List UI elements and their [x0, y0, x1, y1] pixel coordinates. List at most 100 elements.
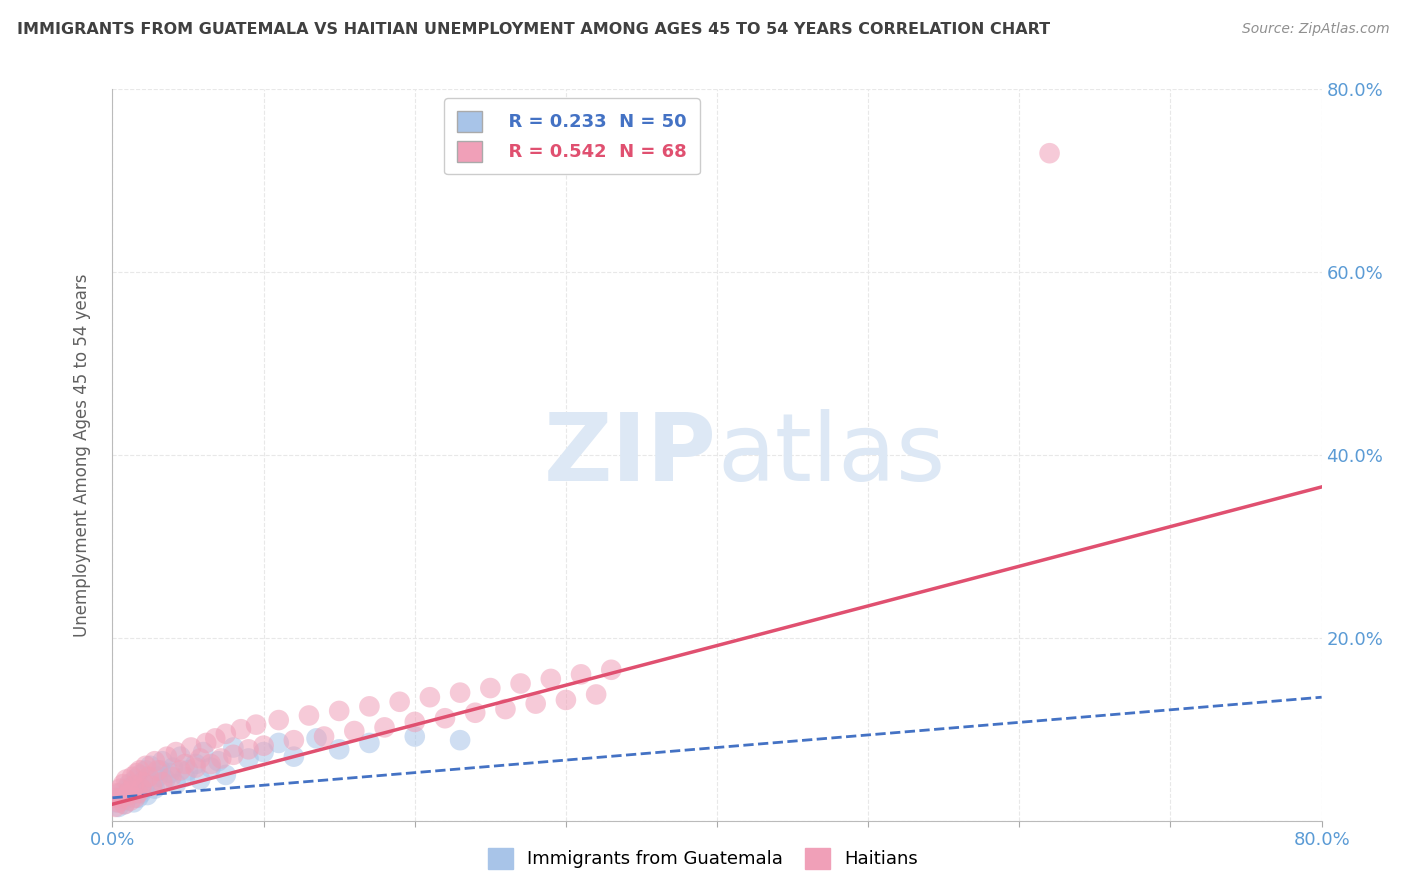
Point: [449, 686, 471, 700]
Point: [156, 749, 179, 764]
Point: [419, 690, 441, 705]
Point: [114, 797, 136, 812]
Point: [150, 775, 173, 789]
Point: [146, 770, 169, 784]
Point: [238, 742, 260, 756]
Point: [108, 781, 131, 796]
Point: [128, 764, 150, 778]
Point: [298, 708, 321, 723]
Point: [509, 676, 531, 690]
Point: [449, 733, 471, 747]
Point: [135, 758, 157, 772]
Point: [195, 736, 218, 750]
Point: [132, 775, 155, 789]
Point: [404, 730, 426, 744]
Point: [388, 695, 411, 709]
Text: IMMIGRANTS FROM GUATEMALA VS HAITIAN UNEMPLOYMENT AMONG AGES 45 TO 54 YEARS CORR: IMMIGRANTS FROM GUATEMALA VS HAITIAN UNE…: [17, 22, 1050, 37]
Point: [200, 761, 222, 775]
Point: [229, 723, 252, 737]
Point: [283, 733, 305, 747]
Point: [314, 730, 336, 744]
Point: [464, 706, 486, 720]
Point: [374, 720, 396, 734]
Point: [121, 784, 143, 798]
Point: [267, 713, 290, 727]
Point: [112, 777, 135, 791]
Point: [222, 747, 245, 762]
Point: [328, 704, 350, 718]
Point: [122, 779, 145, 793]
Text: Source: ZipAtlas.com: Source: ZipAtlas.com: [1241, 22, 1389, 37]
Point: [134, 781, 156, 796]
Point: [136, 788, 159, 802]
Point: [204, 731, 226, 746]
Point: [180, 740, 202, 755]
Point: [184, 756, 207, 771]
Point: [160, 770, 183, 784]
Point: [569, 667, 592, 681]
Point: [104, 796, 127, 810]
Point: [115, 772, 138, 787]
Point: [146, 764, 169, 778]
Point: [149, 764, 172, 778]
Point: [305, 731, 328, 746]
Point: [159, 766, 181, 780]
Point: [104, 800, 127, 814]
Text: ZIP: ZIP: [544, 409, 717, 501]
Point: [105, 786, 128, 800]
Point: [267, 736, 290, 750]
Point: [141, 779, 163, 793]
Point: [554, 693, 576, 707]
Point: [165, 745, 187, 759]
Point: [150, 754, 173, 768]
Point: [142, 777, 165, 791]
Point: [127, 786, 149, 800]
Point: [143, 754, 166, 768]
Point: [121, 770, 143, 784]
Point: [135, 764, 157, 778]
Point: [215, 768, 238, 782]
Point: [253, 745, 276, 759]
Point: [105, 790, 128, 805]
Point: [115, 781, 138, 796]
Point: [103, 790, 125, 805]
Point: [128, 768, 150, 782]
Point: [174, 770, 197, 784]
Point: [143, 781, 166, 796]
Point: [191, 745, 214, 759]
Point: [117, 790, 139, 805]
Point: [169, 749, 191, 764]
Legend: Immigrants from Guatemala, Haitians: Immigrants from Guatemala, Haitians: [481, 840, 925, 876]
Point: [540, 672, 562, 686]
Point: [207, 754, 229, 768]
Point: [404, 714, 426, 729]
Point: [328, 742, 350, 756]
Point: [118, 784, 141, 798]
Point: [343, 724, 366, 739]
Point: [479, 681, 502, 695]
Point: [585, 688, 607, 702]
Point: [107, 800, 129, 814]
Point: [125, 766, 148, 780]
Text: atlas: atlas: [717, 409, 945, 501]
Point: [117, 788, 139, 802]
Point: [114, 797, 136, 812]
Legend:   R = 0.233  N = 50,   R = 0.542  N = 68: R = 0.233 N = 50, R = 0.542 N = 68: [444, 98, 700, 174]
Point: [108, 786, 131, 800]
Point: [125, 779, 148, 793]
Point: [155, 772, 177, 787]
Point: [238, 751, 260, 765]
Point: [129, 781, 152, 796]
Point: [188, 772, 211, 787]
Point: [120, 793, 142, 807]
Point: [215, 727, 238, 741]
Point: [495, 702, 517, 716]
Point: [139, 758, 162, 772]
Point: [169, 764, 191, 778]
Point: [112, 793, 135, 807]
Point: [359, 699, 381, 714]
Point: [122, 796, 145, 810]
Point: [124, 772, 146, 787]
Point: [184, 761, 207, 775]
Point: [222, 740, 245, 755]
